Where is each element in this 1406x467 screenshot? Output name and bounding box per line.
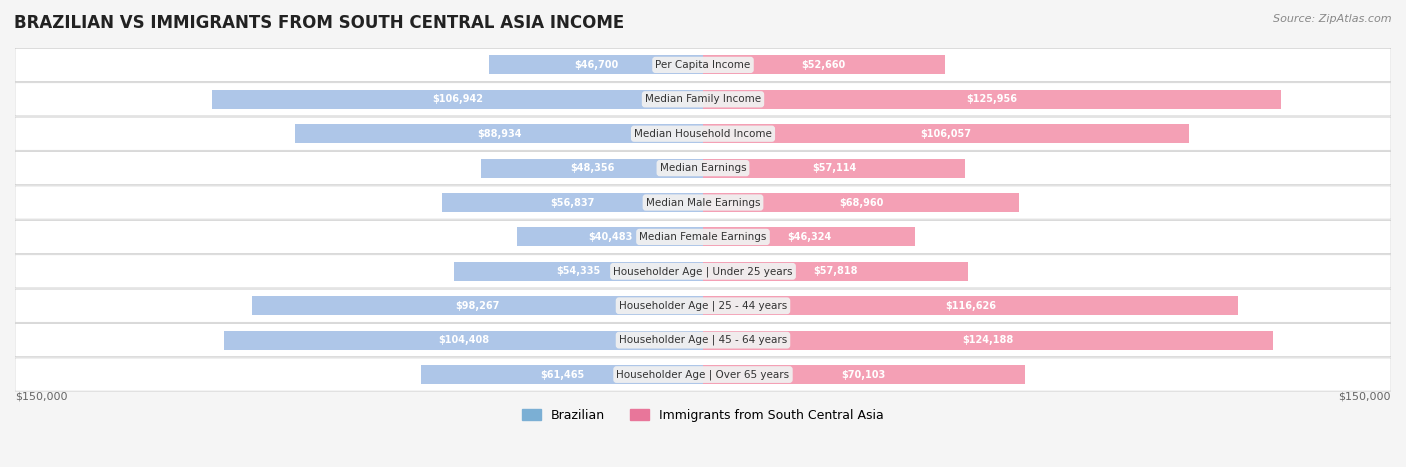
Legend: Brazilian, Immigrants from South Central Asia: Brazilian, Immigrants from South Central… xyxy=(517,404,889,427)
Bar xyxy=(703,124,1189,143)
Text: $116,626: $116,626 xyxy=(945,301,995,311)
Text: Per Capita Income: Per Capita Income xyxy=(655,60,751,70)
Text: $70,103: $70,103 xyxy=(842,369,886,380)
Text: $88,934: $88,934 xyxy=(477,129,522,139)
Bar xyxy=(295,124,703,143)
Text: $40,483: $40,483 xyxy=(588,232,633,242)
Bar xyxy=(703,296,1237,315)
FancyBboxPatch shape xyxy=(15,324,1391,357)
FancyBboxPatch shape xyxy=(15,48,1391,81)
FancyBboxPatch shape xyxy=(15,151,1391,184)
Text: $48,356: $48,356 xyxy=(569,163,614,173)
Text: $52,660: $52,660 xyxy=(801,60,846,70)
Text: $150,000: $150,000 xyxy=(15,392,67,402)
Bar xyxy=(703,365,1025,384)
Text: Source: ZipAtlas.com: Source: ZipAtlas.com xyxy=(1274,14,1392,24)
Bar xyxy=(212,90,703,109)
Text: Median Earnings: Median Earnings xyxy=(659,163,747,173)
Text: $106,942: $106,942 xyxy=(432,94,484,104)
Bar xyxy=(443,193,703,212)
FancyBboxPatch shape xyxy=(15,83,1391,116)
Text: $46,700: $46,700 xyxy=(574,60,619,70)
Text: BRAZILIAN VS IMMIGRANTS FROM SOUTH CENTRAL ASIA INCOME: BRAZILIAN VS IMMIGRANTS FROM SOUTH CENTR… xyxy=(14,14,624,32)
Text: Median Female Earnings: Median Female Earnings xyxy=(640,232,766,242)
Bar xyxy=(703,193,1019,212)
Bar xyxy=(703,227,915,247)
Text: $56,837: $56,837 xyxy=(551,198,595,207)
Text: $104,408: $104,408 xyxy=(439,335,489,345)
Text: Median Male Earnings: Median Male Earnings xyxy=(645,198,761,207)
Text: $106,057: $106,057 xyxy=(921,129,972,139)
FancyBboxPatch shape xyxy=(15,186,1391,219)
FancyBboxPatch shape xyxy=(15,220,1391,254)
Text: $124,188: $124,188 xyxy=(962,335,1014,345)
Text: $61,465: $61,465 xyxy=(540,369,583,380)
FancyBboxPatch shape xyxy=(15,289,1391,322)
FancyBboxPatch shape xyxy=(15,358,1391,391)
Bar xyxy=(703,159,965,177)
Bar xyxy=(252,296,703,315)
Bar xyxy=(489,56,703,74)
Text: Householder Age | Under 25 years: Householder Age | Under 25 years xyxy=(613,266,793,276)
Bar xyxy=(703,262,969,281)
Bar xyxy=(454,262,703,281)
Text: Median Family Income: Median Family Income xyxy=(645,94,761,104)
Bar xyxy=(703,56,945,74)
Text: $54,335: $54,335 xyxy=(557,266,600,276)
Bar xyxy=(224,331,703,350)
Text: $68,960: $68,960 xyxy=(839,198,883,207)
Text: Median Household Income: Median Household Income xyxy=(634,129,772,139)
FancyBboxPatch shape xyxy=(15,255,1391,288)
Text: $125,956: $125,956 xyxy=(966,94,1018,104)
Text: $46,324: $46,324 xyxy=(787,232,831,242)
Text: $98,267: $98,267 xyxy=(456,301,499,311)
Bar xyxy=(420,365,703,384)
Bar xyxy=(481,159,703,177)
Text: $57,114: $57,114 xyxy=(811,163,856,173)
Bar xyxy=(517,227,703,247)
Text: $150,000: $150,000 xyxy=(1339,392,1391,402)
Text: Householder Age | Over 65 years: Householder Age | Over 65 years xyxy=(616,369,790,380)
Bar xyxy=(703,90,1281,109)
FancyBboxPatch shape xyxy=(15,117,1391,150)
Text: Householder Age | 45 - 64 years: Householder Age | 45 - 64 years xyxy=(619,335,787,346)
Text: $57,818: $57,818 xyxy=(813,266,858,276)
Bar xyxy=(703,331,1272,350)
Text: Householder Age | 25 - 44 years: Householder Age | 25 - 44 years xyxy=(619,300,787,311)
